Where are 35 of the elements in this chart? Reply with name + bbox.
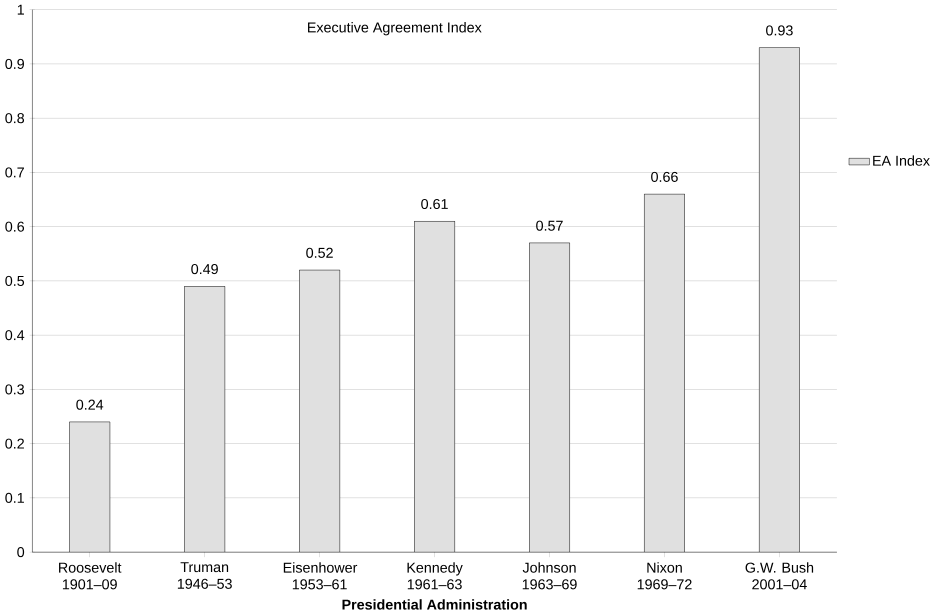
x-axis-title: Presidential Administration (342, 598, 527, 610)
y-tick-label: 0.7 (5, 167, 24, 178)
x-tick-label: Nixon 1969–72 (638, 562, 692, 590)
bar (69, 422, 110, 552)
y-tick-label: 0.8 (5, 112, 24, 124)
bar (644, 194, 685, 552)
x-tick-label: Roosevelt 1901–09 (59, 562, 122, 590)
y-tick-label: 0 (17, 546, 24, 557)
data-label: 0.57 (536, 220, 563, 231)
y-tick-label: 0.6 (5, 221, 24, 232)
data-label: 0.24 (76, 399, 104, 410)
text: Executive Agreement Index (308, 22, 482, 36)
data-label: 0.49 (191, 264, 218, 274)
x-tick-label: Kennedy 1961–63 (408, 562, 463, 590)
y-tick-label: 0.1 (5, 492, 24, 503)
x-tick-label: Truman 1946–53 (178, 562, 232, 589)
x-tick-label: Johnson 1963–69 (522, 562, 577, 590)
x-tick-label: Eisenhower 1953–61 (284, 562, 358, 590)
data-label: 0.66 (651, 172, 678, 182)
bar (414, 221, 455, 552)
y-tick-label: 0.9 (5, 58, 24, 69)
y-tick-label: 0.2 (5, 438, 24, 448)
bar (758, 47, 800, 552)
y-tick-label: 0.5 (5, 276, 24, 286)
y-tick-label: 1 (18, 4, 24, 14)
x-tick-label: G.W. Bush 2001–04 (746, 562, 814, 590)
data-label: 0.52 (306, 248, 333, 258)
legend-label: EA Index (873, 155, 930, 166)
bar (299, 270, 340, 552)
data-label: 0.93 (766, 25, 793, 36)
bar (529, 242, 570, 552)
y-tick-label: 0.4 (5, 330, 24, 340)
y-tick-label: 0.3 (5, 384, 24, 394)
bar (184, 286, 225, 552)
data-label: 0.61 (421, 198, 448, 209)
